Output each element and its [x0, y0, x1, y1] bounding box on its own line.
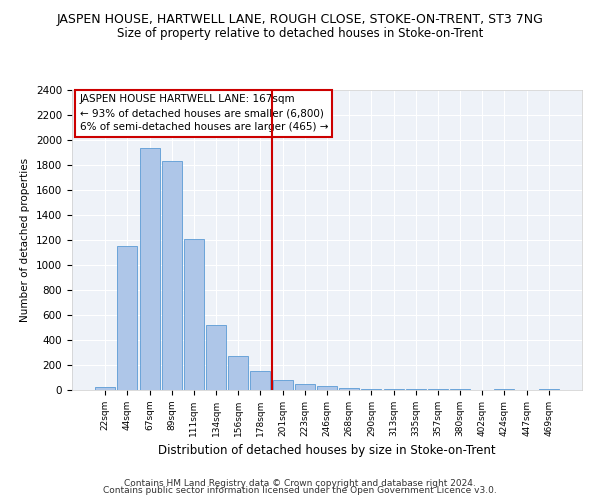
Bar — [272, 380, 293, 390]
Bar — [539, 389, 559, 390]
Text: Size of property relative to detached houses in Stoke-on-Trent: Size of property relative to detached ho… — [117, 28, 483, 40]
Bar — [95, 387, 115, 390]
Bar — [228, 356, 248, 390]
Bar — [140, 148, 160, 390]
Bar — [184, 239, 204, 390]
Bar — [118, 246, 137, 390]
Bar — [494, 389, 514, 390]
Bar — [295, 384, 315, 390]
Text: JASPEN HOUSE, HARTWELL LANE, ROUGH CLOSE, STOKE-ON-TRENT, ST3 7NG: JASPEN HOUSE, HARTWELL LANE, ROUGH CLOSE… — [56, 12, 544, 26]
Bar — [162, 161, 182, 390]
Bar — [383, 389, 404, 390]
Bar — [339, 388, 359, 390]
Bar — [361, 388, 382, 390]
Text: JASPEN HOUSE HARTWELL LANE: 167sqm
← 93% of detached houses are smaller (6,800)
: JASPEN HOUSE HARTWELL LANE: 167sqm ← 93%… — [80, 94, 328, 132]
Bar — [428, 389, 448, 390]
X-axis label: Distribution of detached houses by size in Stoke-on-Trent: Distribution of detached houses by size … — [158, 444, 496, 458]
Text: Contains public sector information licensed under the Open Government Licence v3: Contains public sector information licen… — [103, 486, 497, 495]
Y-axis label: Number of detached properties: Number of detached properties — [20, 158, 31, 322]
Bar — [206, 325, 226, 390]
Text: Contains HM Land Registry data © Crown copyright and database right 2024.: Contains HM Land Registry data © Crown c… — [124, 478, 476, 488]
Bar — [250, 371, 271, 390]
Bar — [317, 386, 337, 390]
